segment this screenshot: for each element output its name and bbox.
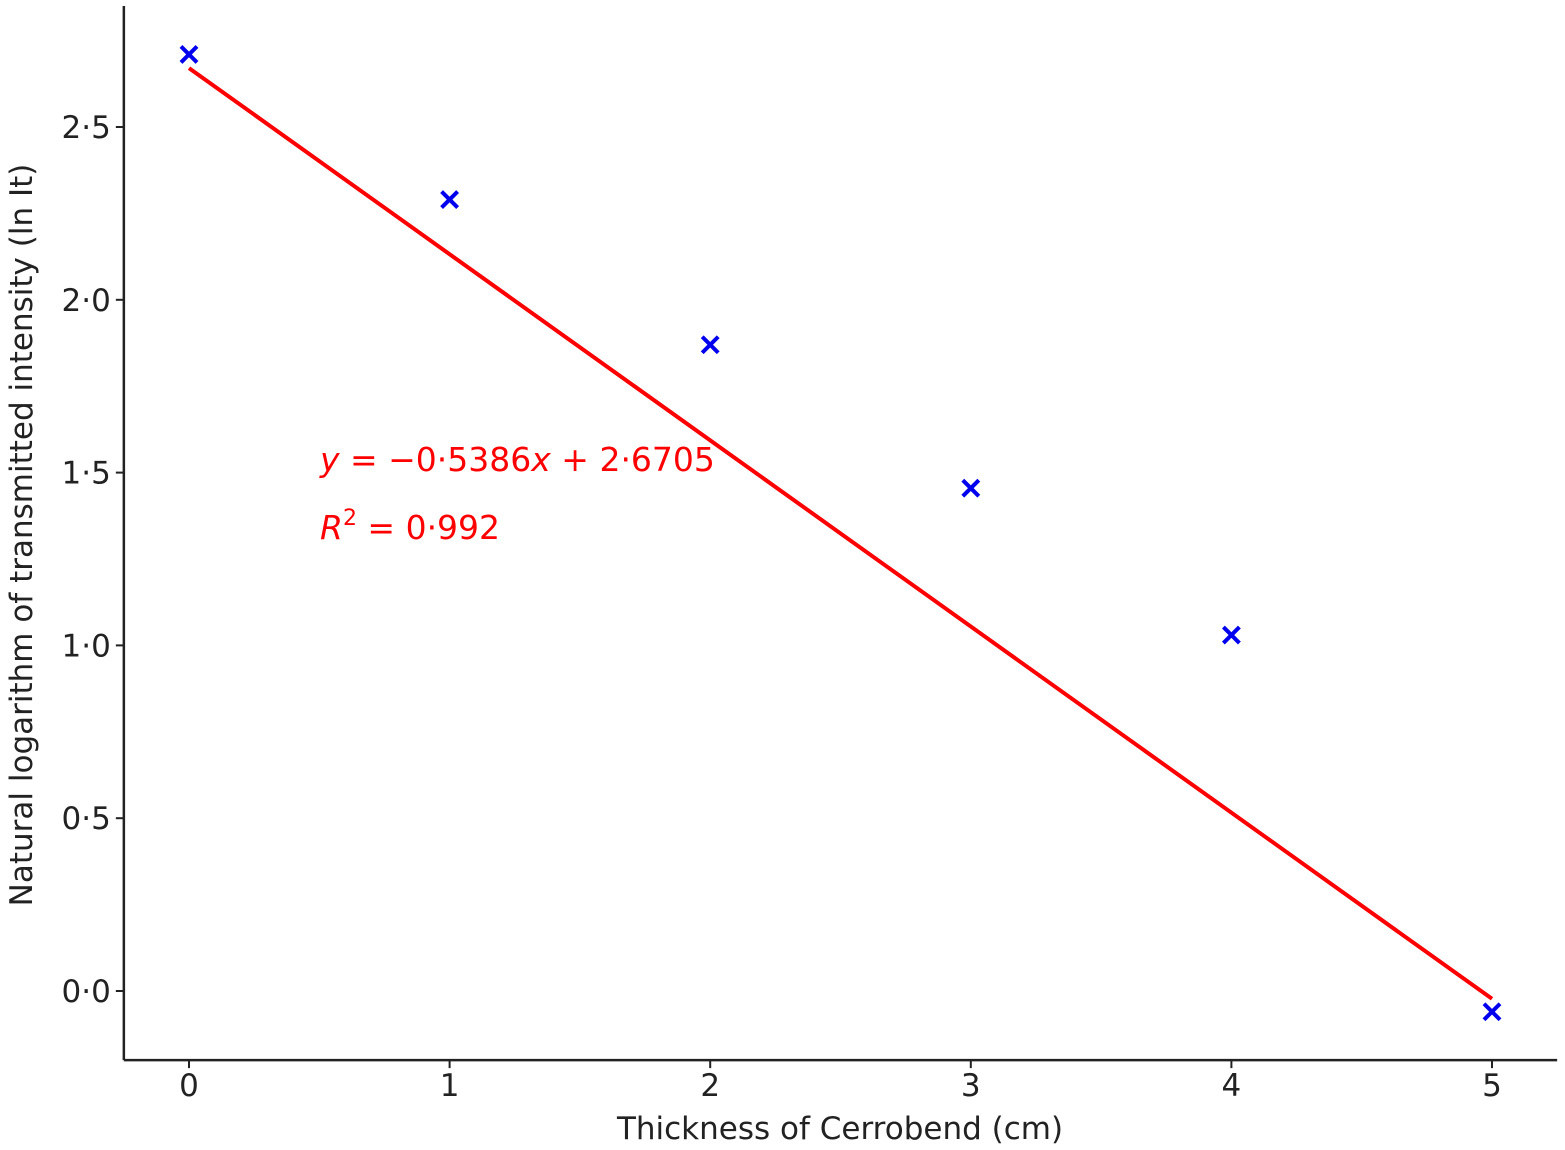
- x-tick-label: 0: [179, 1068, 199, 1104]
- data-point-marker: [440, 190, 460, 209]
- fit-equation: y = −0·5386x + 2·6705: [319, 440, 715, 479]
- y-tick-label: 1·5: [62, 456, 111, 492]
- data-point-marker: [179, 45, 199, 64]
- equation-x-var: x: [530, 440, 551, 479]
- y-tick-label: 2·0: [62, 283, 111, 319]
- y-tick-label: 0·0: [62, 974, 111, 1010]
- fit-line: [187, 66, 1494, 1001]
- r-squared-var: R: [320, 508, 343, 547]
- marker-stroke: [179, 45, 199, 64]
- r-squared-value: = 0·992: [357, 508, 500, 547]
- data-point-marker: [700, 335, 720, 355]
- y-tick-label: 2·5: [62, 110, 111, 146]
- equation-slope: = −0·5386: [340, 440, 532, 479]
- axes: 0 1 2 3 4 5 0·0 0·5 1·0 1·5 2·0 2·5: [62, 6, 1558, 1104]
- marker-stroke: [1482, 1002, 1502, 1022]
- x-axis-title: Thickness of Cerrobend (cm): [616, 1111, 1063, 1147]
- y-axis-title: Natural logarithm of transmitted intensi…: [4, 164, 40, 907]
- marker-stroke: [961, 478, 981, 498]
- x-tick-label: 2: [700, 1068, 720, 1104]
- marker-stroke: [440, 190, 460, 209]
- y-tick-label: 1·0: [62, 628, 111, 664]
- r-squared-power: 2: [343, 506, 357, 531]
- x-tick-label: 3: [961, 1068, 981, 1104]
- marker-stroke: [1221, 625, 1241, 645]
- x-tick-label: 5: [1482, 1068, 1502, 1104]
- data-points: [179, 45, 1502, 1022]
- x-tick-label: 4: [1222, 1068, 1242, 1104]
- r-squared: R2 = 0·992: [320, 506, 500, 547]
- y-tick-label: 0·5: [62, 801, 111, 837]
- data-point-marker: [1482, 1002, 1502, 1022]
- fit-line-group: [187, 66, 1494, 1001]
- x-tick-label: 1: [440, 1068, 460, 1104]
- equation-y-var: y: [319, 440, 340, 479]
- marker-stroke: [700, 335, 720, 355]
- equation-intercept: + 2·6705: [551, 440, 715, 479]
- data-point-marker: [1221, 625, 1241, 645]
- data-point-marker: [961, 478, 981, 498]
